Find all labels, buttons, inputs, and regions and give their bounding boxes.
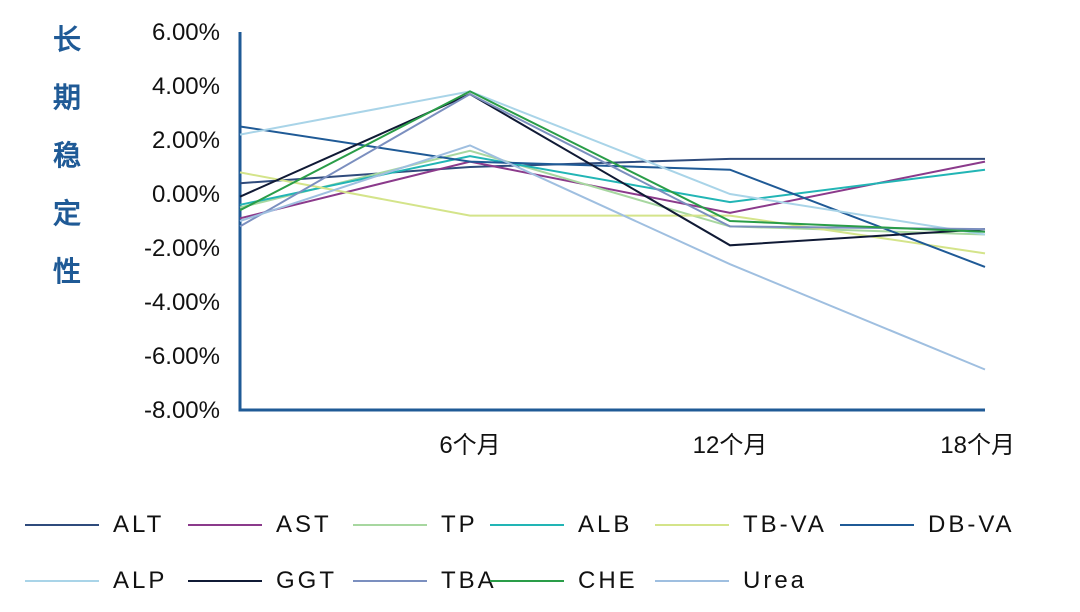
legend-swatch [353, 580, 427, 582]
series-line-che [239, 90, 986, 233]
y-axis-title-char: 定 [52, 197, 81, 230]
legend-swatch [188, 580, 262, 582]
legend-item: TP [353, 510, 478, 540]
legend-label: GGT [276, 567, 337, 594]
y-tick-label: -4.00% [144, 289, 220, 316]
legend-label: AST [276, 511, 332, 538]
y-tick-label: 0.00% [152, 181, 220, 208]
chart-axes [238, 32, 985, 412]
y-axis-title-char: 性 [52, 255, 81, 288]
series-line-tp [239, 149, 986, 236]
y-axis-title-char: 稳 [52, 139, 81, 172]
legend-label: ALT [113, 511, 165, 538]
legend-item: ALP [25, 566, 167, 596]
legend-label: TP [441, 511, 478, 538]
legend-item: Urea [655, 566, 807, 596]
legend-swatch [25, 524, 99, 526]
y-tick-label: -8.00% [144, 397, 220, 424]
series-line-alt [239, 157, 985, 185]
legend-swatch [490, 524, 564, 526]
x-tick-labels: 6个月 12个月 18个月 [439, 432, 1015, 459]
legend-label: ALB [578, 511, 633, 538]
legend-swatch [188, 524, 262, 526]
legend-swatch [655, 580, 729, 582]
legend-label: Urea [743, 567, 808, 594]
y-axis-title-char: 长 [52, 23, 81, 56]
x-tick-label: 6个月 [439, 432, 500, 459]
legend-item: ALB [490, 510, 632, 540]
series-line-ggt [239, 92, 986, 247]
legend-item: TB-VA [655, 510, 827, 540]
y-tick-labels: 6.00% 4.00% 2.00% 0.00% -2.00% -4.00% -6.00% -8… [144, 19, 220, 424]
legend-item: CHE [490, 566, 638, 596]
legend-label: DB-VA [928, 511, 1015, 538]
y-axis-title-char: 期 [52, 81, 81, 114]
legend-swatch [353, 524, 427, 526]
y-tick-label: 2.00% [152, 127, 220, 154]
series-line-urea [239, 144, 986, 371]
legend-swatch [840, 524, 914, 526]
legend-label: ALP [113, 567, 168, 594]
legend-item: AST [188, 510, 332, 540]
chart-series-lines [239, 90, 986, 371]
legend-item: GGT [188, 566, 337, 596]
legend-item: ALT [25, 510, 164, 540]
legend-swatch [25, 580, 99, 582]
series-line-alb [239, 155, 986, 206]
series-line-tb-va [239, 171, 986, 255]
series-line-alp [239, 90, 986, 236]
y-tick-label: -2.00% [144, 235, 220, 262]
y-tick-label: 6.00% [152, 19, 220, 46]
series-line-ast [239, 160, 986, 220]
y-tick-label: -6.00% [144, 343, 220, 370]
legend-swatch [655, 524, 729, 526]
series-line-tba [239, 92, 986, 231]
series-line-db-va [239, 125, 986, 268]
legend-swatch [490, 580, 564, 582]
legend-label: TBA [441, 567, 497, 594]
line-chart: 6.00% 4.00% 2.00% 0.00% -2.00% -4.00% -6.00% -8… [144, 19, 1015, 459]
x-tick-label: 18个月 [940, 432, 1015, 459]
legend-item: TBA [353, 566, 497, 596]
legend-item: DB-VA [840, 510, 1015, 540]
legend-label: CHE [578, 567, 638, 594]
y-tick-label: 4.00% [152, 73, 220, 100]
x-tick-label: 12个月 [693, 432, 768, 459]
legend-label: TB-VA [743, 511, 827, 538]
